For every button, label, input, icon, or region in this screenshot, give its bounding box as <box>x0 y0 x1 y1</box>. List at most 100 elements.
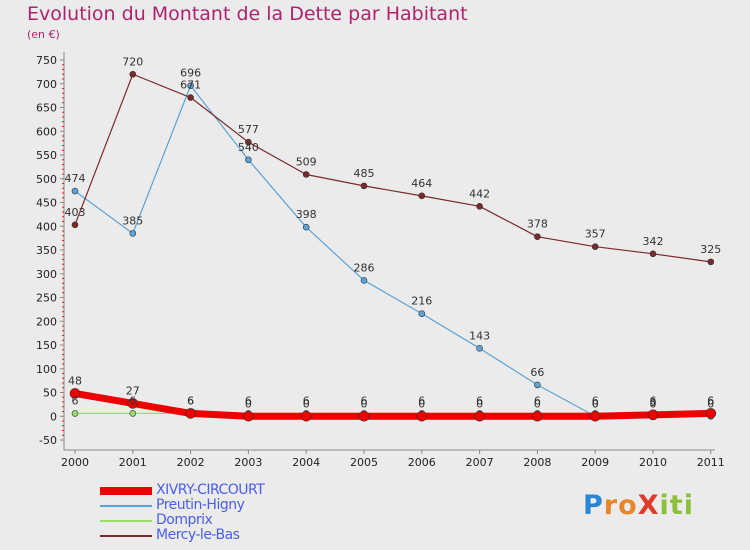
data-label: 48 <box>68 374 82 387</box>
data-point <box>532 410 543 422</box>
y-tick-label: 400 <box>36 220 57 233</box>
logo-letter: X <box>637 490 660 521</box>
data-point <box>416 410 428 422</box>
data-point <box>360 182 368 190</box>
data-label: 474 <box>65 172 86 185</box>
data-point <box>243 410 254 422</box>
data-label: 509 <box>296 155 317 168</box>
data-label: 342 <box>643 235 664 248</box>
data-point <box>185 408 196 419</box>
y-tick-label: 750 <box>36 54 57 67</box>
data-label: 720 <box>122 55 143 68</box>
data-label: 0 <box>361 397 368 410</box>
data-label: 6 <box>72 394 79 407</box>
x-tick-label: 2002 <box>177 456 205 469</box>
data-label: 6 <box>707 394 714 407</box>
data-point <box>418 192 426 200</box>
data-point <box>245 156 252 164</box>
y-tick-label: 100 <box>36 363 57 376</box>
data-label: 398 <box>296 208 317 221</box>
data-label: 216 <box>411 295 432 308</box>
data-label: 403 <box>65 206 86 219</box>
data-label: 325 <box>700 243 721 256</box>
data-point <box>129 230 137 237</box>
y-tick-label: 600 <box>36 125 57 138</box>
x-tick-label: 2003 <box>234 456 262 469</box>
data-point <box>534 381 541 389</box>
y-tick-label: 350 <box>36 244 57 257</box>
x-tick-label: 2006 <box>408 456 436 469</box>
data-label: 442 <box>469 187 490 200</box>
data-label: 6 <box>418 394 425 407</box>
data-label: 6 <box>245 394 252 407</box>
data-point <box>71 221 79 229</box>
logo-letter: i <box>683 490 694 521</box>
data-label: 6 <box>303 394 310 407</box>
data-point <box>705 408 717 419</box>
legend-swatch <box>100 487 152 495</box>
data-label: 0 <box>707 397 714 410</box>
x-tick-label: 2009 <box>581 456 609 469</box>
data-label: 0 <box>418 397 425 410</box>
logo-letter: r <box>603 490 619 521</box>
legend-swatch <box>100 535 152 537</box>
data-point <box>707 258 715 266</box>
data-label: 0 <box>476 397 483 410</box>
data-label: 378 <box>527 218 548 231</box>
data-label: 0 <box>303 397 310 410</box>
y-tick-label: 50 <box>43 387 57 400</box>
chart-title: Evolution du Montant de la Dette par Hab… <box>27 3 468 25</box>
y-tick-label: 650 <box>36 102 57 115</box>
data-label: 27 <box>126 384 140 397</box>
legend-label: XIVRY-CIRCOURT <box>156 482 265 498</box>
logo-letter: t <box>669 490 684 521</box>
data-point <box>302 223 310 231</box>
data-point <box>302 171 310 178</box>
data-point <box>300 410 312 422</box>
series-line-3 <box>74 73 711 263</box>
data-label: 0 <box>245 397 252 410</box>
legend-label: Mercy-le-Bas <box>156 527 240 543</box>
y-tick-label: 200 <box>36 315 57 328</box>
data-label: 385 <box>122 214 143 227</box>
data-label: 6 <box>534 394 541 407</box>
data-label: 6 <box>650 394 657 407</box>
x-tick-label: 2010 <box>639 456 667 469</box>
data-point <box>360 277 368 284</box>
data-label: 485 <box>354 167 375 180</box>
data-label: 6 <box>187 394 194 407</box>
y-tick-label: 500 <box>36 173 57 186</box>
data-point <box>589 410 601 422</box>
data-label: 286 <box>354 261 375 274</box>
data-point <box>647 409 659 421</box>
y-tick-label: 250 <box>36 292 57 305</box>
logo-letter: P <box>583 490 604 521</box>
data-point <box>187 82 194 89</box>
x-tick-label: 2008 <box>523 456 551 469</box>
series-layer <box>69 70 717 422</box>
data-label: 6 <box>187 394 194 407</box>
data-point <box>71 410 79 417</box>
legend-label: Preutin-Higny <box>156 497 245 513</box>
data-point <box>127 398 139 409</box>
logo-letter: i <box>659 490 670 521</box>
x-tick-label: 2011 <box>697 456 725 469</box>
x-tick-label: 2005 <box>350 456 378 469</box>
y-tick-label: 450 <box>36 197 57 210</box>
x-tick-label: 2004 <box>292 456 320 469</box>
legend-swatch <box>100 505 152 507</box>
y-tick-label: 0 <box>50 410 57 423</box>
data-point <box>358 410 370 422</box>
y-tick-label: 300 <box>36 268 57 281</box>
x-tick-label: 2000 <box>61 456 89 469</box>
data-label: 464 <box>411 177 432 190</box>
data-label: 0 <box>650 397 657 410</box>
data-label: 0 <box>592 397 599 410</box>
data-label: 696 <box>180 67 201 80</box>
data-point <box>476 203 483 210</box>
y-tick-label: 550 <box>36 149 57 162</box>
x-tick-label: 2007 <box>466 456 494 469</box>
series-line-0 <box>74 390 711 420</box>
data-point <box>187 94 194 101</box>
